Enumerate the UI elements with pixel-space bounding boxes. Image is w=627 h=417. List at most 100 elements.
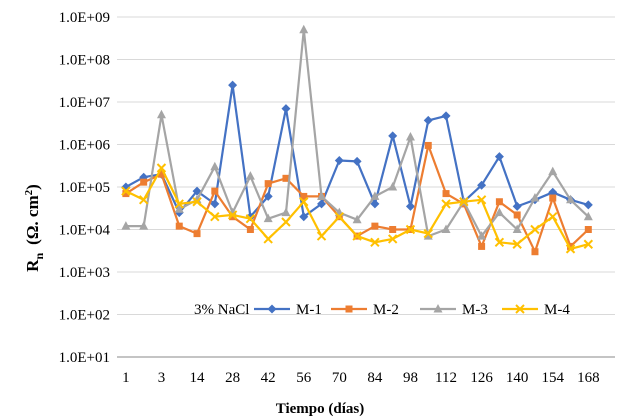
- data-point: [389, 226, 397, 233]
- data-point: [281, 104, 291, 114]
- data-point: [245, 171, 255, 180]
- data-point: [583, 239, 594, 249]
- data-point: [548, 211, 558, 222]
- data-point: [530, 224, 540, 235]
- x-tick-label: 168: [577, 370, 600, 386]
- data-point: [477, 231, 487, 240]
- y-tick-label: 1.0E+02: [59, 308, 110, 324]
- y-axis-title-close: ): [23, 184, 42, 190]
- data-point: [513, 211, 521, 219]
- y-tick-label: 1.0E+07: [59, 95, 111, 111]
- data-point: [548, 166, 558, 176]
- data-point: [441, 111, 451, 121]
- x-tick-label: 84: [367, 370, 383, 386]
- data-point: [263, 234, 273, 244]
- data-point: [121, 221, 131, 230]
- data-point: [140, 178, 148, 186]
- x-tick-label: 154: [542, 370, 565, 386]
- y-tick-label: 1.0E+04: [59, 223, 111, 239]
- x-tick-label: 70: [332, 370, 347, 386]
- y-tick-label: 1.0E+08: [59, 53, 110, 69]
- x-tick-label: 140: [506, 370, 529, 386]
- data-point: [174, 199, 184, 209]
- data-point: [423, 228, 433, 239]
- data-point: [282, 174, 290, 182]
- data-point: [263, 213, 273, 223]
- data-point: [211, 187, 219, 195]
- data-point: [515, 304, 525, 314]
- legend-label: M-1: [296, 302, 322, 318]
- data-point: [263, 191, 273, 201]
- legend-item-m-2: M-2: [331, 302, 399, 318]
- data-point: [478, 242, 486, 250]
- legend: 3% NaCl M-1 M-2 M-3 M-4: [194, 302, 570, 318]
- x-tick-labels: 1 3 14 28 42 56 70 84 98 112 126 140 154 168: [122, 370, 599, 386]
- data-point: [352, 214, 362, 224]
- y-axis-title-sub: n: [32, 253, 46, 260]
- data-point: [299, 212, 309, 222]
- data-point: [433, 304, 443, 313]
- svg-text:Rn(Ω. cm2): Rn (Ω. cm2): [23, 184, 46, 272]
- data-point: [299, 197, 309, 207]
- data-point: [138, 195, 149, 205]
- grid: [117, 16, 615, 358]
- data-point: [121, 186, 131, 196]
- data-point: [566, 194, 576, 204]
- data-point: [476, 195, 487, 205]
- data-point: [281, 207, 291, 217]
- y-tick-label: 1.0E+06: [59, 138, 111, 154]
- data-point: [267, 304, 277, 314]
- data-point: [122, 190, 130, 198]
- series-m-4: [121, 163, 594, 254]
- data-point: [352, 156, 362, 166]
- data-point: [388, 131, 398, 141]
- data-point: [530, 193, 540, 202]
- data-point: [494, 152, 504, 162]
- y-tick-label: 1.0E+03: [59, 265, 110, 281]
- data-point: [477, 180, 487, 190]
- data-point: [370, 237, 380, 248]
- data-point: [192, 197, 202, 207]
- y-axis-title: Rn (Ω. cm2): [23, 184, 46, 272]
- series-line: [125, 83, 589, 218]
- x-tick-label: 28: [225, 370, 240, 386]
- data-point: [370, 199, 380, 209]
- data-point: [210, 161, 220, 171]
- data-point: [157, 170, 165, 178]
- series-group: [121, 24, 594, 256]
- data-point: [245, 213, 256, 224]
- data-point: [405, 201, 415, 211]
- data-point: [512, 224, 522, 233]
- data-point: [531, 248, 539, 256]
- data-point: [352, 231, 362, 241]
- data-point: [210, 199, 220, 209]
- data-point: [156, 163, 167, 173]
- data-point: [565, 244, 576, 254]
- x-tick-label: 56: [296, 370, 312, 386]
- x-tick-label: 98: [403, 370, 418, 386]
- data-point: [441, 224, 451, 233]
- data-point: [494, 207, 504, 217]
- data-point: [246, 226, 254, 233]
- x-tick-label: 14: [190, 370, 206, 386]
- data-point: [512, 239, 522, 249]
- data-point: [345, 305, 353, 313]
- data-point: [299, 24, 309, 34]
- x-tick-label: 112: [435, 370, 457, 386]
- data-point: [264, 180, 272, 188]
- data-point: [316, 231, 327, 241]
- y-tick-label: 1.0E+01: [59, 350, 110, 366]
- data-point: [387, 234, 398, 244]
- data-point: [442, 190, 450, 198]
- data-point: [424, 141, 432, 149]
- data-point: [281, 217, 291, 227]
- data-point: [317, 199, 327, 209]
- data-point: [334, 156, 344, 166]
- data-point: [388, 182, 398, 191]
- data-point: [441, 199, 451, 209]
- data-point: [567, 242, 575, 250]
- data-point: [228, 80, 238, 90]
- x-axis-title: Tiempo (días): [276, 401, 364, 417]
- series-m-3: [121, 24, 593, 240]
